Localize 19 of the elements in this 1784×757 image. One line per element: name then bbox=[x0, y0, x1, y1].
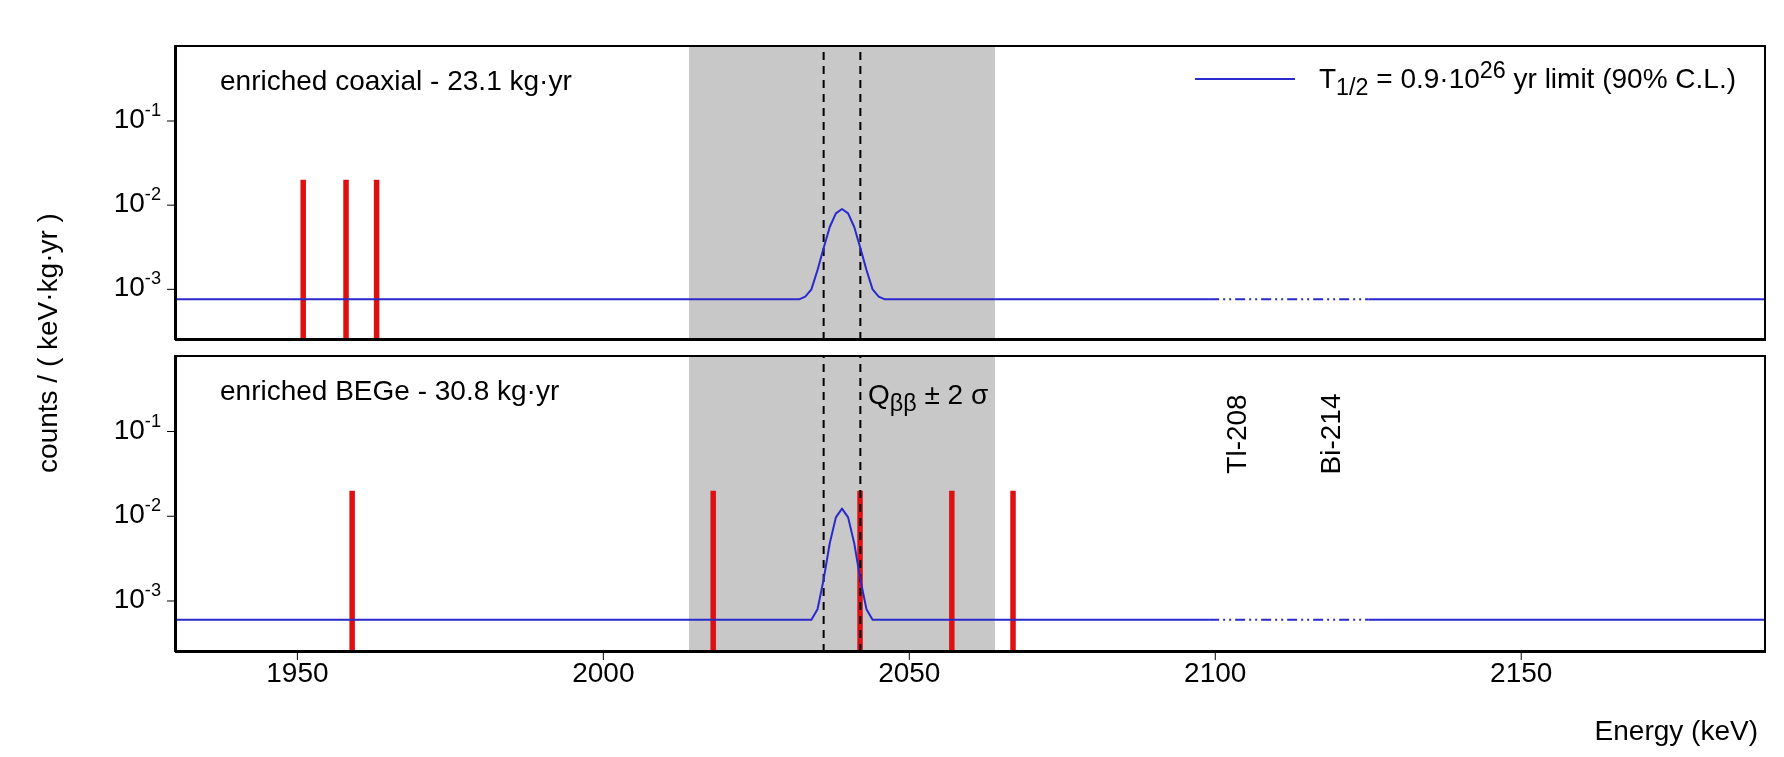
y-tick-label: 10$^{-2}$ bbox=[113, 495, 161, 530]
x-tick-label: 2150 bbox=[1490, 656, 1553, 688]
annotation: Tl-208 bbox=[1221, 394, 1253, 474]
text: enriched BEGe - 30.8 kg·yr bbox=[220, 375, 560, 407]
x-tick-label: 2000 bbox=[572, 656, 635, 688]
x-axis-title: Energy (keV) bbox=[1594, 715, 1758, 746]
y-axis-title: counts / ( keV·kg·yr ) bbox=[32, 213, 64, 473]
y-tick-label: 10$^{-1}$ bbox=[113, 99, 161, 135]
x-tick-label: 2050 bbox=[878, 656, 941, 688]
y-tick-label: 10$^{-3}$ bbox=[113, 579, 161, 615]
annotation: Bi-214 bbox=[1315, 393, 1347, 475]
y-tick-label: 10$^{-3}$ bbox=[113, 268, 161, 303]
x-tick-label: 2100 bbox=[1184, 656, 1247, 688]
text: enriched coaxial - 23.1 kg·yr bbox=[220, 65, 572, 97]
annotation: Q$_{ββ}$ ± 2 σ bbox=[868, 379, 989, 417]
y-tick-label: 10$^{-2}$ bbox=[113, 183, 161, 219]
x-tick-label: 1950 bbox=[266, 656, 329, 688]
legend-label: T$_{1/2}$ = 0.9·10$^{26}$ yr limit (90% C.L.) bbox=[1318, 57, 1736, 101]
y-tick-label: 10$^{-1}$ bbox=[113, 410, 161, 445]
